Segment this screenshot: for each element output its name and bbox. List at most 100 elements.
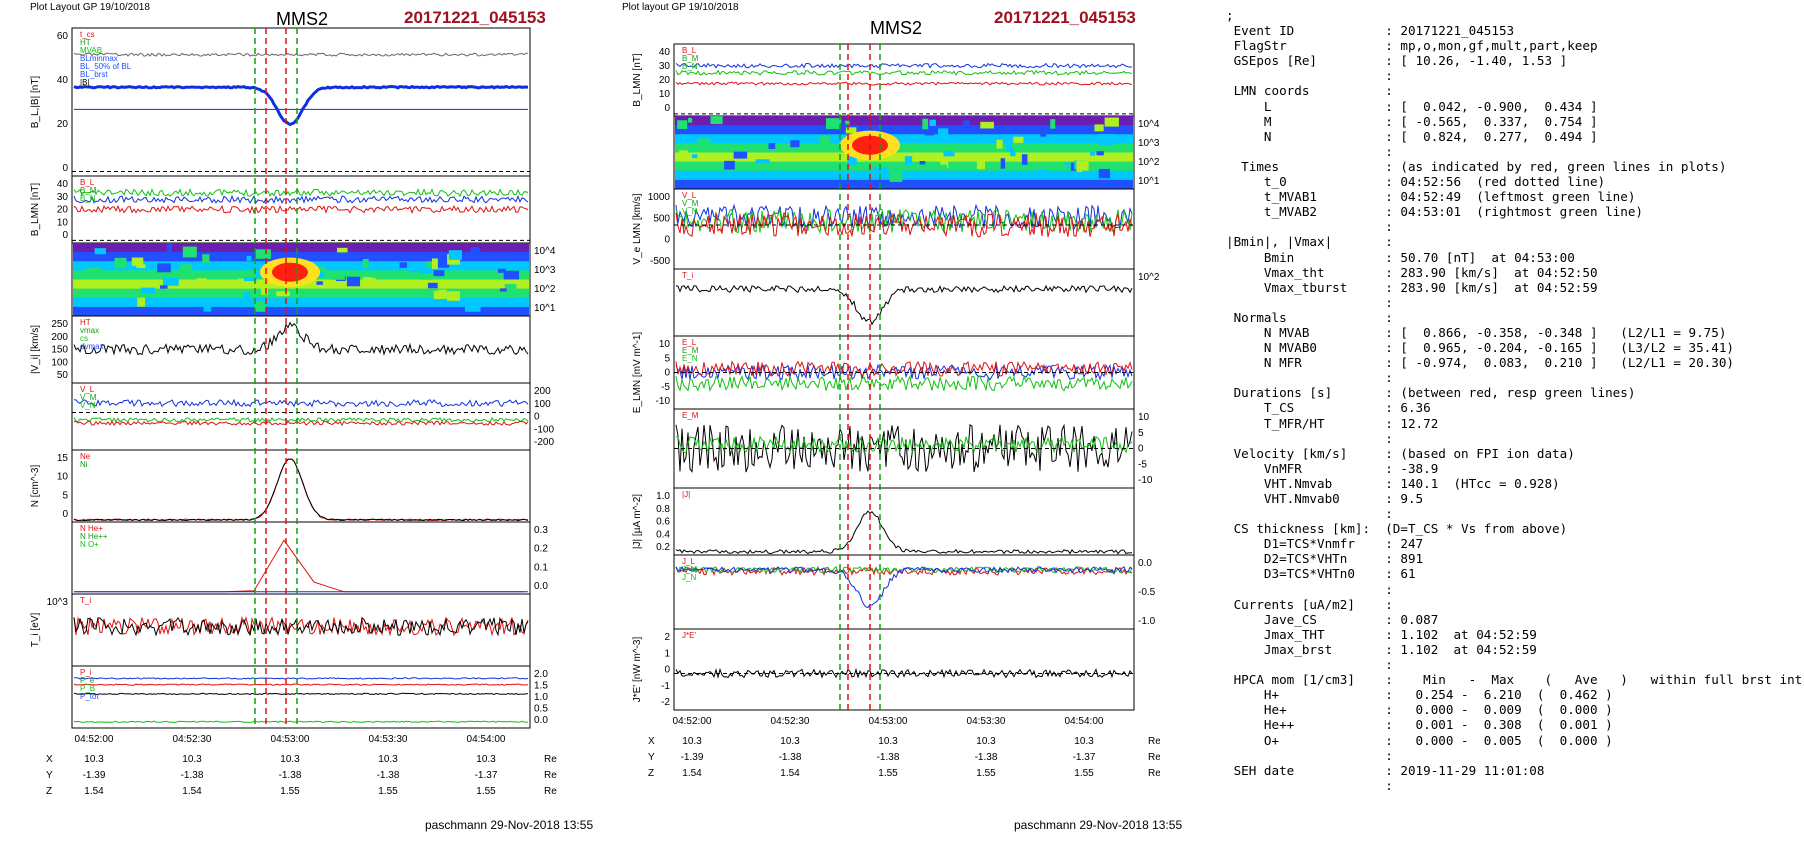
info-line: Jave_CS : 0.087 — [1226, 611, 1439, 627]
info-line: FlagStr : mp,o,mon,gf,mult,part,keep — [1226, 38, 1598, 54]
tick-label: 250 — [51, 319, 68, 330]
series-line — [675, 69, 1133, 76]
spectrogram-blob — [243, 277, 257, 282]
axis-label: J*E' [nW m^-3] — [632, 637, 643, 703]
spectrogram-blob — [462, 264, 475, 269]
spectrogram-blob — [733, 151, 748, 159]
spectrogram-blob — [889, 171, 903, 182]
legend-entry: P_e — [80, 676, 95, 685]
tick-label: -1 — [661, 681, 670, 692]
panel-frame — [71, 521, 531, 595]
legend-entry: V_M — [80, 393, 97, 402]
time-tick-label: 04:53:00 — [869, 716, 908, 727]
tick-label: 10 — [1138, 412, 1150, 423]
coord-value: -1.38 — [975, 752, 998, 763]
series-line — [73, 615, 529, 637]
tick-label: -5 — [661, 382, 670, 393]
axis-label: T_i [eV] — [30, 613, 41, 648]
legend-entry: B_M — [80, 186, 97, 195]
spectrogram-band — [73, 297, 529, 308]
coord-value: -1.38 — [779, 752, 802, 763]
info-line: |Bmin|, |Vmax| : — [1226, 234, 1393, 250]
series-line — [675, 81, 1133, 86]
coord-value: 10.3 — [84, 754, 104, 765]
spectrogram-blob — [336, 247, 348, 253]
tick-label: 0.3 — [534, 525, 548, 536]
legend-entry: HT — [80, 38, 91, 47]
spectrogram-blob — [182, 246, 197, 258]
tick-label: 20 — [659, 75, 671, 86]
legend-entry: N He+ — [80, 524, 103, 533]
tick-label: 1.5 — [534, 681, 548, 692]
coord-value: -1.39 — [681, 752, 704, 763]
info-line: L : [ 0.042, -0.900, 0.434 ] — [1226, 98, 1598, 114]
info-line: T_CS : 6.36 — [1226, 400, 1431, 416]
coord-value: -1.37 — [1073, 752, 1096, 763]
coord-value: 10.3 — [280, 754, 300, 765]
coord-value: -1.37 — [475, 770, 498, 781]
legend-entry: V_L — [682, 191, 697, 200]
tick-label: 20 — [57, 119, 69, 130]
tick-label: -0.5 — [1138, 587, 1156, 598]
tick-label: -2 — [661, 697, 670, 708]
info-line: M : [ -0.565, 0.337, 0.754 ] — [1226, 113, 1598, 129]
legend-entry: V_N — [80, 401, 96, 410]
tick-label: 0.4 — [656, 529, 670, 540]
spectrogram-blob — [316, 281, 323, 285]
tick-label: 0 — [62, 163, 68, 174]
tick-label: 10^3 — [1138, 138, 1160, 149]
tick-label: -200 — [534, 437, 554, 448]
spectrogram-blob — [464, 301, 481, 312]
series-line — [675, 360, 1133, 378]
series-line — [675, 510, 1133, 555]
spectrogram-blob — [919, 161, 926, 165]
info-line: : — [1226, 506, 1393, 522]
spectrogram-blob — [180, 264, 193, 274]
coord-value: 10.3 — [1074, 736, 1094, 747]
coord-value: 1.55 — [1074, 768, 1094, 779]
tick-label: 40 — [57, 75, 69, 86]
legend-entry: BL_brst — [80, 70, 108, 79]
spectrogram-blob — [768, 142, 776, 149]
tick-label: 0 — [62, 230, 68, 241]
spectrogram-blob — [431, 258, 438, 269]
spectrogram-blob — [755, 159, 770, 164]
spectrogram-blob — [167, 243, 173, 252]
panel-frame — [673, 43, 1135, 117]
tick-label: 30 — [57, 192, 69, 203]
tick-label: 0.6 — [656, 517, 670, 528]
legend-entry: V_N — [682, 207, 698, 216]
tick-label: 50 — [57, 370, 69, 381]
legend-entry: B_N — [682, 62, 698, 71]
tick-label: 1.0 — [534, 692, 548, 703]
info-line: T_MFR/HT : 12.72 — [1226, 415, 1439, 431]
spectrogram-blob — [697, 153, 713, 159]
coord-value: 10.3 — [780, 736, 800, 747]
tick-label: 0 — [664, 665, 670, 676]
spectrogram-core — [272, 262, 308, 282]
spectrogram-blob — [261, 286, 269, 295]
spectrogram-blob — [1098, 168, 1110, 179]
spectrogram-blob — [1076, 160, 1089, 171]
tick-label: 10^4 — [1138, 119, 1160, 130]
spectrogram-blob — [503, 270, 520, 280]
spectrogram-blob — [391, 289, 406, 297]
info-line: H+ : 0.254 - 6.210 ( 0.462 ) — [1226, 687, 1613, 703]
legend-entry: J_N — [682, 573, 696, 582]
spectrogram-blob — [780, 127, 789, 134]
panel-frame — [71, 382, 531, 451]
tick-label: -1.0 — [1138, 616, 1156, 627]
spectrogram-blob — [436, 260, 450, 268]
info-line: Normals : — [1226, 309, 1393, 325]
coord-unit: Re — [544, 786, 557, 797]
tick-label: 0 — [664, 368, 670, 379]
coord-value: 10.3 — [682, 736, 702, 747]
spectrogram-blob — [470, 247, 480, 254]
spectrogram-blob — [370, 277, 376, 286]
legend-entry: |J| — [682, 490, 690, 499]
spectrogram-blob — [399, 262, 408, 268]
legend-entry: J_L — [682, 557, 695, 566]
tick-label: -10 — [656, 396, 671, 407]
spectrogram-blob — [963, 120, 970, 126]
spectrogram-blob — [691, 154, 701, 159]
